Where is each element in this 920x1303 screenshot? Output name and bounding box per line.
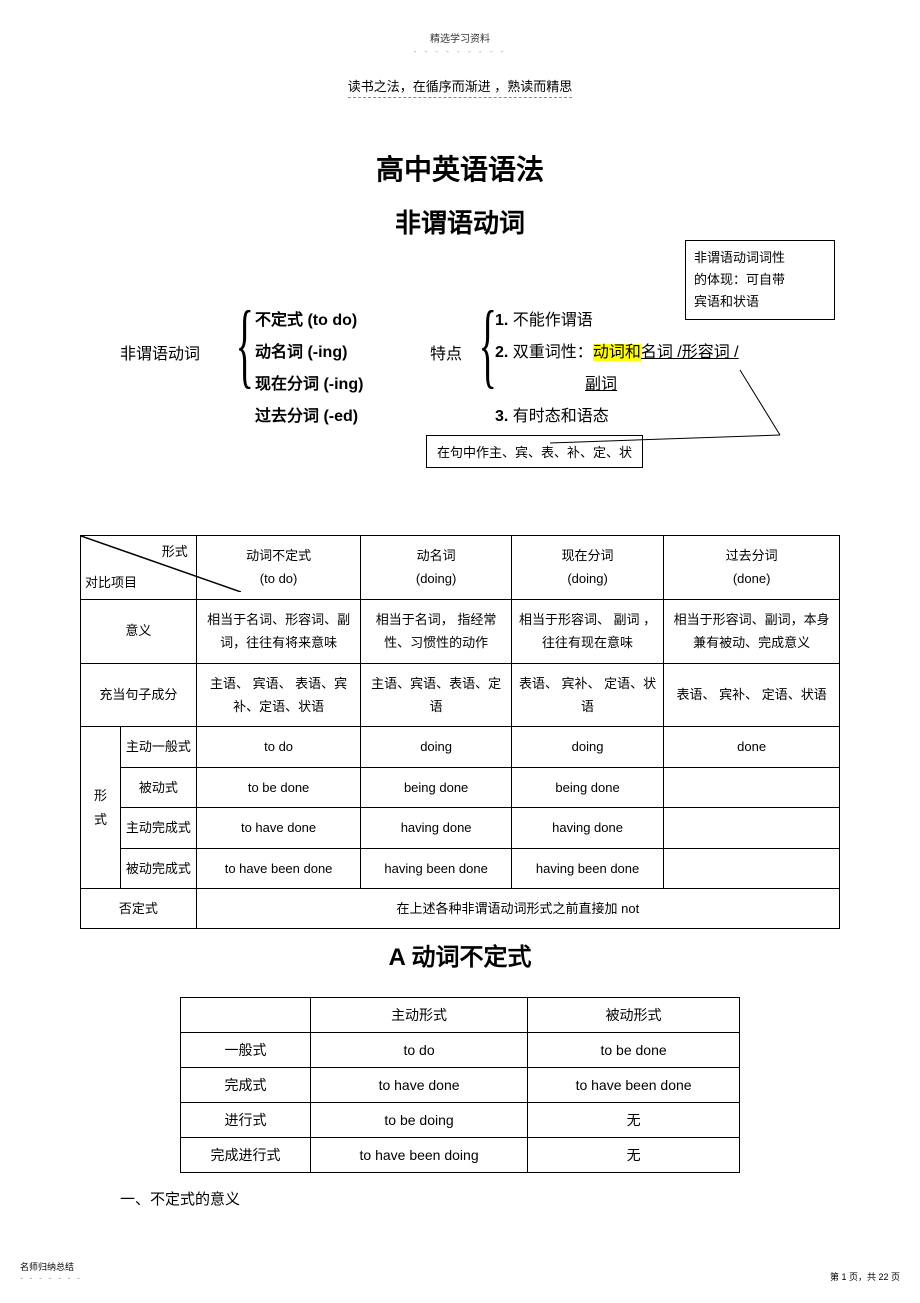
row-role-c1: 主语、 宾语、 表语、宾补、定语、状语: [196, 663, 361, 727]
row-meaning-c2: 相当于名词， 指经常性、习惯性的动作: [361, 599, 511, 663]
forms-list: 不定式 (to do) 动名词 (-ing) 现在分词 (-ing) 过去分词 …: [255, 305, 363, 433]
row-role-c3: 表语、 宾补、 定语、状语: [511, 663, 663, 727]
st-r1-label: 一般式: [181, 1033, 311, 1068]
row-f3-c1: to have done: [196, 808, 361, 848]
feature-2d: 副词: [585, 376, 617, 393]
diag-top: 形式: [162, 540, 188, 563]
row-neg-text: 在上述各种非谓语动词形式之前直接加 not: [196, 888, 839, 928]
footer-left: 名师归纳总结 - - - - - - -: [20, 1260, 82, 1283]
small-table: 主动形式 被动形式 一般式 to do to be done 完成式 to ha…: [180, 997, 740, 1173]
diag-bot: 对比项目: [85, 571, 137, 594]
row-f2-c3: being done: [511, 767, 663, 807]
left-label: 非谓语动词: [120, 340, 200, 364]
row-f1-c4: done: [664, 727, 840, 767]
st-r2-c2: to have been done: [528, 1068, 740, 1103]
row-f3-c2: having done: [361, 808, 511, 848]
form-2: 动名词 (-ing): [255, 344, 347, 361]
row-role-c4: 表语、 宾补、 定语、状语: [664, 663, 840, 727]
feature-2b: 动词和: [593, 344, 641, 361]
feature-3-prefix: 3.: [495, 408, 513, 425]
features-list: 1. 不能作谓语 2. 双重词性：动词和名词 /形容词 / 副词 3. 有时态和…: [495, 305, 739, 433]
header-top: 精选学习资料: [0, 0, 920, 45]
diag-cell: 形式 对比项目: [81, 536, 197, 600]
row-f3-c4: [664, 808, 840, 848]
st-r2-label: 完成式: [181, 1068, 311, 1103]
st-r3-c1: to be doing: [311, 1103, 528, 1138]
row-f2-label: 被动式: [121, 767, 197, 807]
row-meaning-c3: 相当于形容词、 副词 ，往往有现在意味: [511, 599, 663, 663]
row-f1-c2: doing: [361, 727, 511, 767]
row-f4-label: 被动完成式: [121, 848, 197, 888]
row-f1-label: 主动一般式: [121, 727, 197, 767]
diagram: 非谓语动词词性 的体现：可自带 宾语和状语 非谓语动词 { 不定式 (to do…: [80, 255, 840, 475]
row-role-label: 充当句子成分: [81, 663, 197, 727]
row-f1-c3: doing: [511, 727, 663, 767]
row-role-c2: 主语、宾语、表语、定语: [361, 663, 511, 727]
feature-1: 不能作谓语: [513, 312, 593, 329]
feature-2c: 名词 /形容词 /: [641, 344, 739, 361]
row-f2-c2: being done: [361, 767, 511, 807]
form-4: 过去分词 (-ed): [255, 408, 358, 425]
feature-2-prefix: 2.: [495, 344, 513, 361]
row-meaning-c1: 相当于名词、形容词、副词，往往有将来意味: [196, 599, 361, 663]
sub-title: 非谓语动词: [0, 203, 920, 240]
note-line2: 的体现：可自带: [694, 269, 826, 291]
row-f1-c1: to do: [196, 727, 361, 767]
st-r4-c2: 无: [528, 1138, 740, 1173]
brace-left: {: [236, 297, 254, 392]
row-meaning-c4: 相当于形容词、副词，本身兼有被动、完成意义: [664, 599, 840, 663]
row-f3-label: 主动完成式: [121, 808, 197, 848]
st-r4-c1: to have been doing: [311, 1138, 528, 1173]
st-r2-c1: to have done: [311, 1068, 528, 1103]
header-dots: - - - - - - - - -: [0, 47, 920, 56]
st-r1-c2: to be done: [528, 1033, 740, 1068]
st-h1: 主动形式: [311, 998, 528, 1033]
row-f2-c4: [664, 767, 840, 807]
section-a-title: A 动词不定式: [0, 937, 920, 972]
row-f3-c3: having done: [511, 808, 663, 848]
row-f2-c1: to be done: [196, 767, 361, 807]
st-r3-label: 进行式: [181, 1103, 311, 1138]
footer-right: 第 1 页，共 22 页: [830, 1270, 900, 1283]
st-h2: 被动形式: [528, 998, 740, 1033]
header-subtitle: 读书之法，在循序而渐进 ，熟读而精思: [348, 76, 573, 98]
feature-3: 有时态和语态: [513, 408, 609, 425]
st-r3-c2: 无: [528, 1103, 740, 1138]
st-r4-label: 完成进行式: [181, 1138, 311, 1173]
st-blank: [181, 998, 311, 1033]
st-r1-c1: to do: [311, 1033, 528, 1068]
section-1-head: 一、不定式的意义: [120, 1188, 920, 1209]
center-label: 特点: [430, 340, 462, 364]
row-f4-c3: having been done: [511, 848, 663, 888]
feature-1-prefix: 1.: [495, 312, 513, 329]
note-line1: 非谓语动词词性: [694, 247, 826, 269]
feature-2a: 双重词性：: [513, 344, 593, 361]
form-1: 不定式 (to do): [255, 312, 357, 329]
row-f4-c1: to have been done: [196, 848, 361, 888]
bottom-note: 在句中作主、宾、表、补、定、状: [426, 435, 643, 468]
main-title: 高中英语语法: [0, 148, 920, 188]
form-group-label: 形式: [81, 727, 121, 889]
row-f4-c2: having been done: [361, 848, 511, 888]
row-neg-label: 否定式: [81, 888, 197, 928]
th-c4: 过去分词(done): [664, 536, 840, 600]
th-c2: 动名词(doing): [361, 536, 511, 600]
row-f4-c4: [664, 848, 840, 888]
form-3: 现在分词 (-ing): [255, 376, 363, 393]
row-meaning-label: 意义: [81, 599, 197, 663]
main-table: 形式 对比项目 动词不定式(to do) 动名词(doing) 现在分词(doi…: [80, 535, 840, 929]
th-c3: 现在分词(doing): [511, 536, 663, 600]
